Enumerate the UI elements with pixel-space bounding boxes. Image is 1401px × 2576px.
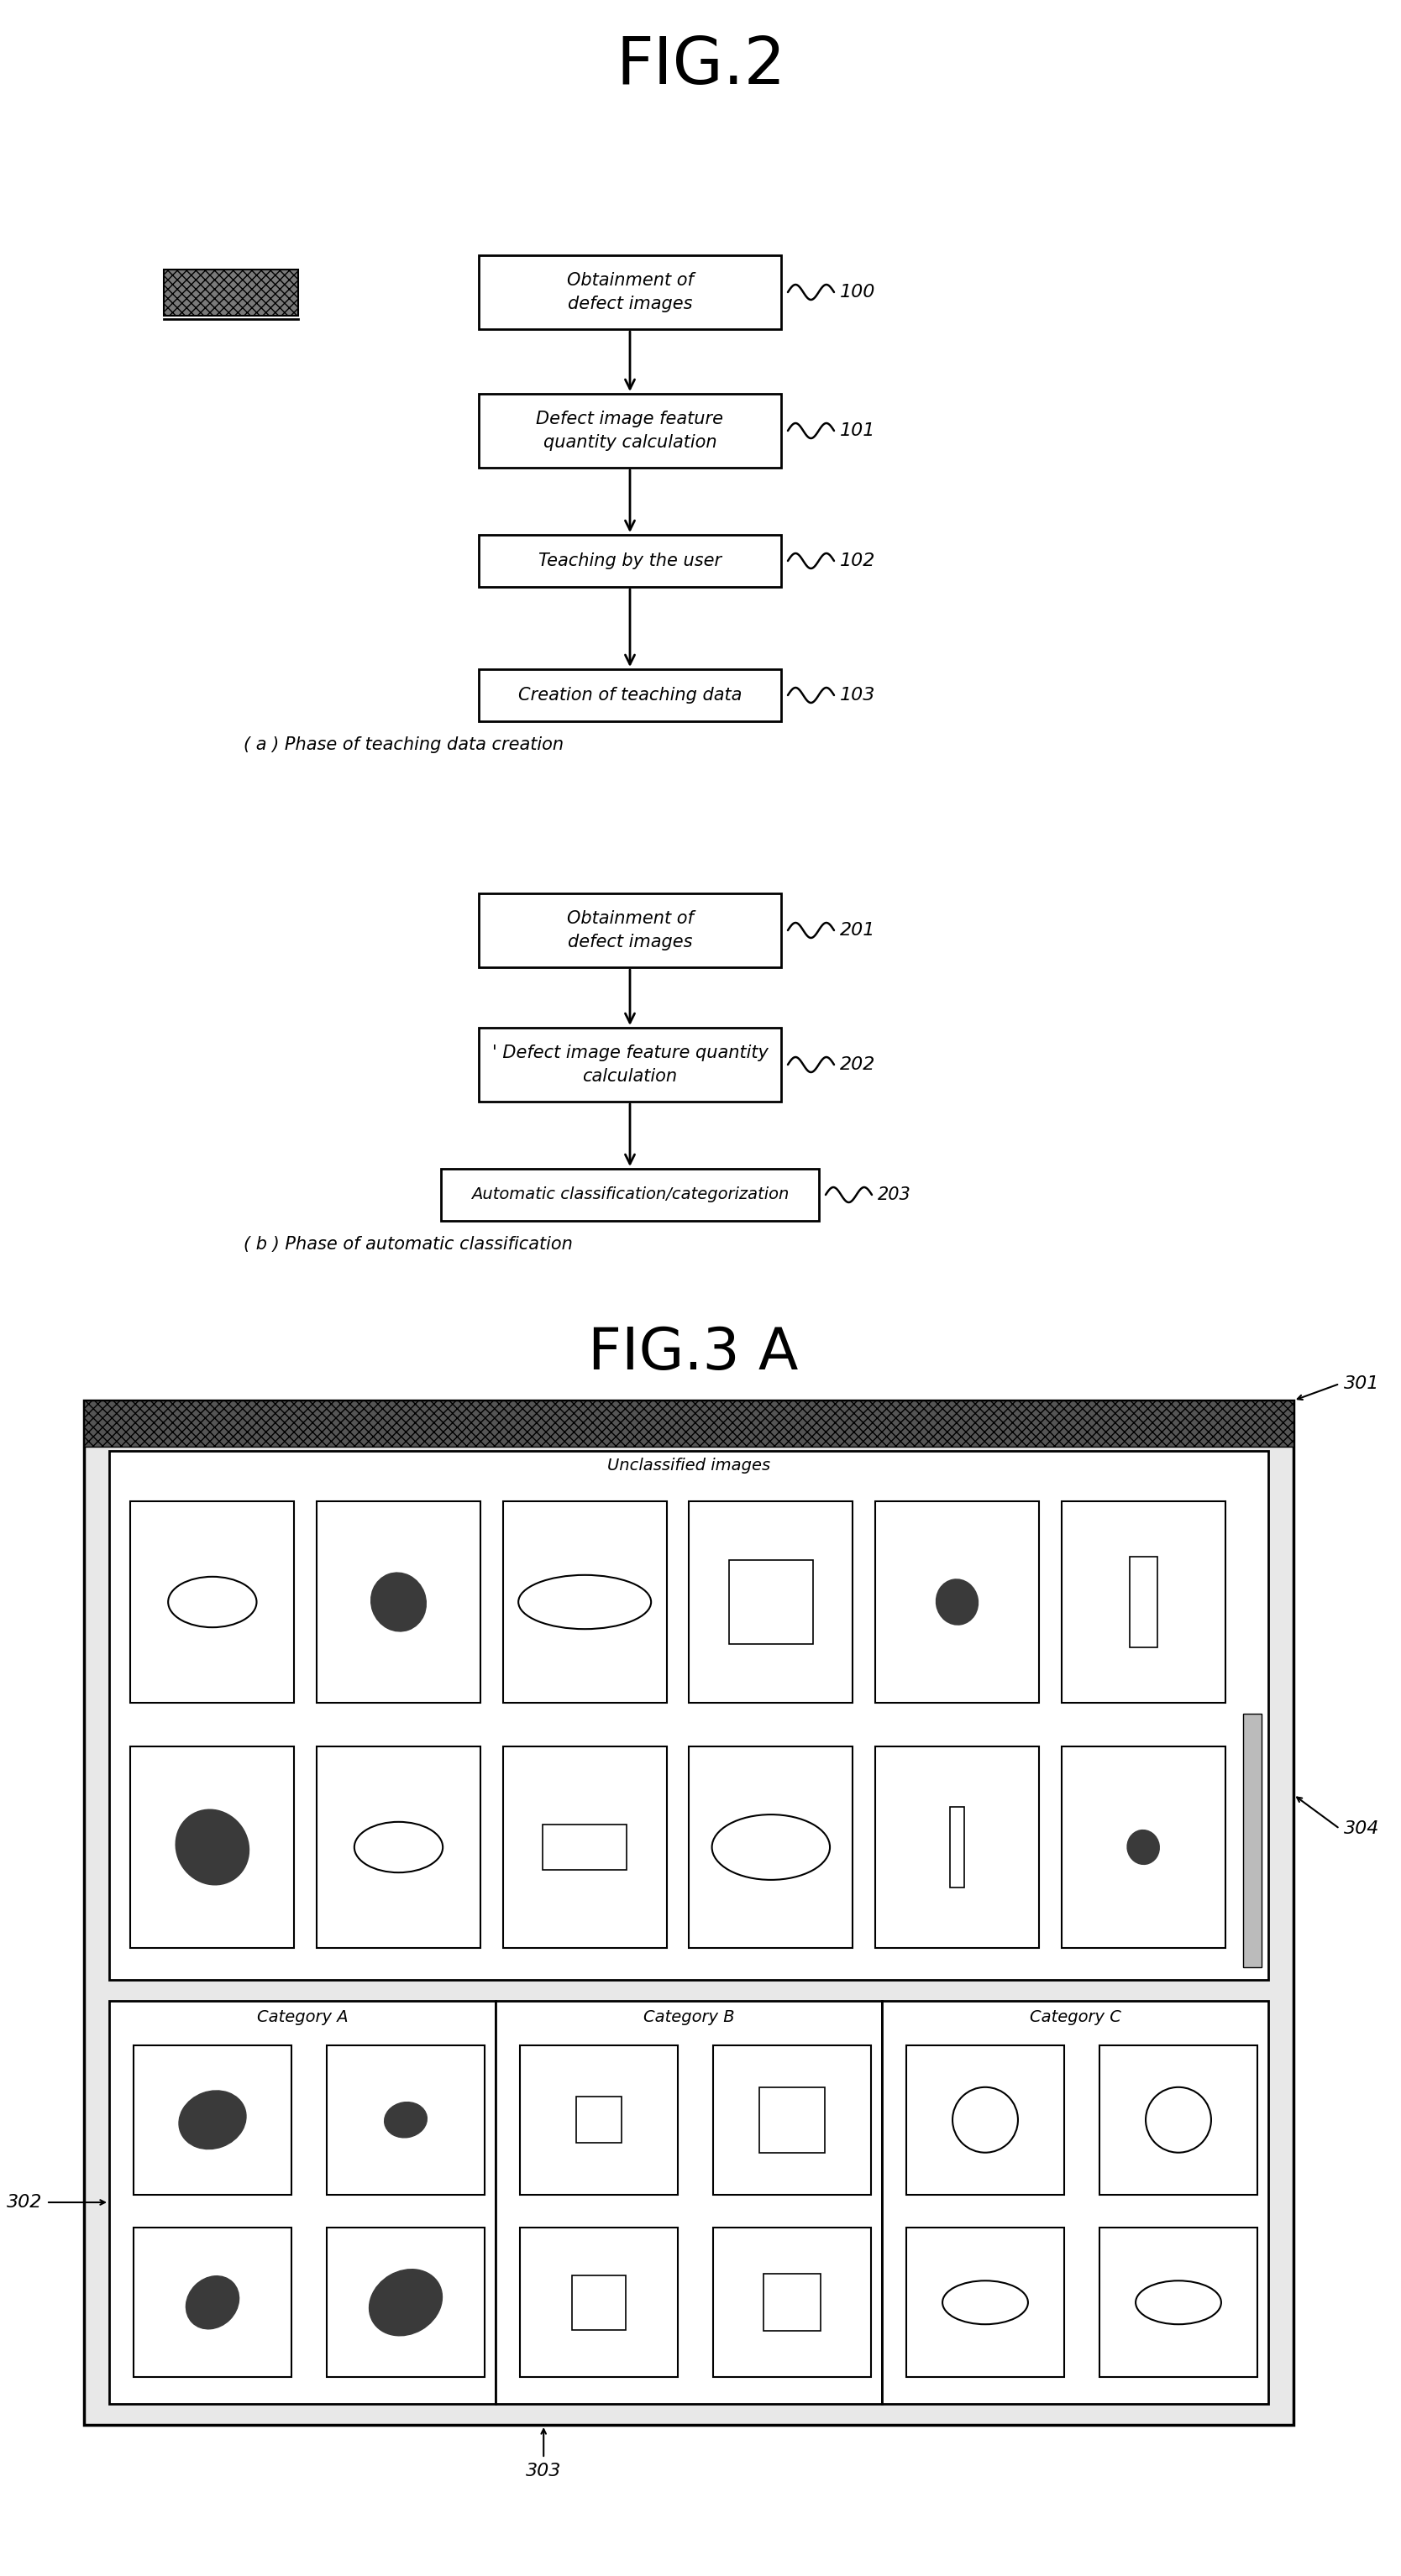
Text: Defect image feature
quantity calculation: Defect image feature quantity calculatio… xyxy=(537,410,723,451)
Text: Teaching by the user: Teaching by the user xyxy=(538,551,722,569)
Text: Automatic classification/categorization: Automatic classification/categorization xyxy=(471,1188,789,1203)
Bar xyxy=(713,2228,871,2378)
Bar xyxy=(479,670,782,721)
Text: Unclassified images: Unclassified images xyxy=(607,1458,771,1473)
Text: 103: 103 xyxy=(841,688,876,703)
Ellipse shape xyxy=(186,2277,240,2329)
Text: 102: 102 xyxy=(841,551,876,569)
Ellipse shape xyxy=(712,1814,829,1880)
Bar xyxy=(520,2045,678,2195)
Bar xyxy=(496,2002,881,2403)
Bar xyxy=(479,536,782,587)
Bar xyxy=(317,1502,481,1703)
Text: Creation of teaching data: Creation of teaching data xyxy=(518,688,741,703)
Bar xyxy=(109,2002,496,2403)
Bar xyxy=(881,2002,1268,2403)
Bar xyxy=(520,2228,678,2378)
Text: Category B: Category B xyxy=(643,2009,734,2025)
Bar xyxy=(317,1747,481,1947)
Bar xyxy=(326,2045,485,2195)
Bar xyxy=(133,2228,291,2378)
Ellipse shape xyxy=(1128,1832,1159,1865)
Bar xyxy=(164,268,298,314)
Bar xyxy=(1100,2228,1258,2378)
Bar xyxy=(479,394,782,469)
Text: Category A: Category A xyxy=(256,2009,347,2025)
Bar xyxy=(876,1502,1040,1703)
Bar xyxy=(479,1028,782,1103)
Bar xyxy=(1129,1556,1157,1646)
Bar xyxy=(544,1824,626,1870)
Text: Obtainment of
defect images: Obtainment of defect images xyxy=(566,909,693,951)
Bar xyxy=(130,1502,294,1703)
Bar xyxy=(441,1170,820,1221)
Ellipse shape xyxy=(943,2280,1028,2324)
Text: FIG.3 A: FIG.3 A xyxy=(588,1324,799,1381)
Ellipse shape xyxy=(168,1577,256,1628)
Text: ( b ) Phase of automatic classification: ( b ) Phase of automatic classification xyxy=(244,1236,573,1252)
Bar xyxy=(906,2228,1065,2378)
Bar xyxy=(713,2045,871,2195)
Ellipse shape xyxy=(179,2092,247,2148)
Ellipse shape xyxy=(1146,2087,1210,2154)
Bar xyxy=(689,1747,853,1947)
Text: Category C: Category C xyxy=(1030,2009,1121,2025)
Bar xyxy=(130,1747,294,1947)
Text: 304: 304 xyxy=(1344,1821,1380,1837)
Bar xyxy=(576,2097,622,2143)
Bar xyxy=(1062,1502,1226,1703)
Ellipse shape xyxy=(518,1574,651,1628)
Ellipse shape xyxy=(177,1811,249,1886)
Bar xyxy=(84,1401,1293,1448)
Text: ' Defect image feature quantity
calculation: ' Defect image feature quantity calculat… xyxy=(492,1043,768,1084)
Text: Obtainment of
defect images: Obtainment of defect images xyxy=(566,273,693,312)
Bar xyxy=(906,2045,1065,2195)
Text: 202: 202 xyxy=(841,1056,876,1074)
Text: 203: 203 xyxy=(877,1188,911,1203)
Bar xyxy=(689,1502,853,1703)
Text: 303: 303 xyxy=(525,2463,562,2481)
Bar xyxy=(84,1401,1293,2424)
Bar xyxy=(572,2275,626,2329)
Text: 302: 302 xyxy=(7,2195,42,2210)
Bar xyxy=(1243,1713,1261,1968)
Ellipse shape xyxy=(370,2269,443,2336)
Bar xyxy=(1062,1747,1226,1947)
Bar xyxy=(503,1747,667,1947)
Text: 100: 100 xyxy=(841,283,876,301)
Ellipse shape xyxy=(1136,2280,1222,2324)
Bar xyxy=(729,1561,813,1643)
Bar xyxy=(876,1747,1040,1947)
Ellipse shape xyxy=(354,1821,443,1873)
Bar xyxy=(133,2045,291,2195)
Text: 201: 201 xyxy=(841,922,876,938)
Text: 101: 101 xyxy=(841,422,876,438)
Ellipse shape xyxy=(384,2102,427,2138)
Bar xyxy=(479,255,782,330)
Bar xyxy=(1100,2045,1258,2195)
Bar xyxy=(950,1806,964,1888)
Text: FIG.2: FIG.2 xyxy=(615,33,786,98)
Text: ( a ) Phase of teaching data creation: ( a ) Phase of teaching data creation xyxy=(244,737,563,752)
Ellipse shape xyxy=(936,1579,978,1625)
Bar xyxy=(479,894,782,966)
Ellipse shape xyxy=(953,2087,1019,2154)
Bar xyxy=(503,1502,667,1703)
Text: 301: 301 xyxy=(1344,1376,1380,1391)
Bar xyxy=(109,1450,1268,1981)
Bar xyxy=(326,2228,485,2378)
Bar xyxy=(764,2275,821,2331)
Ellipse shape xyxy=(371,1574,426,1631)
Bar xyxy=(759,2087,825,2154)
